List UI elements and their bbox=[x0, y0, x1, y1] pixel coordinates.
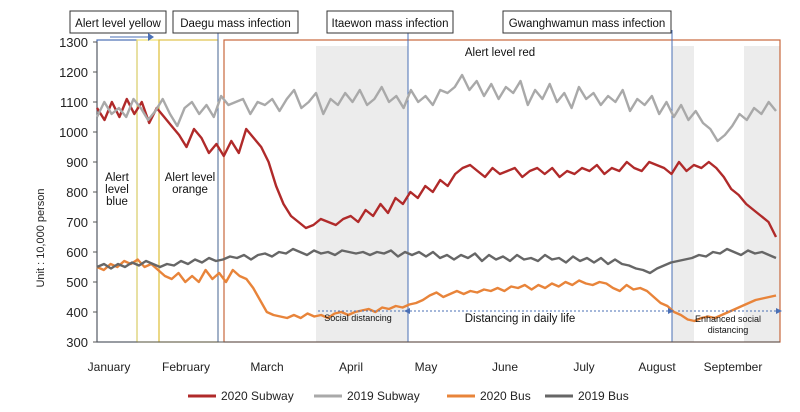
phase-label: blue bbox=[106, 196, 128, 208]
phase-box-yellow bbox=[136, 39, 160, 343]
y-tick-label: 800 bbox=[66, 185, 88, 200]
y-tick-label: 300 bbox=[66, 335, 88, 350]
band-enhanced-1 bbox=[672, 46, 694, 342]
y-tick-label: 900 bbox=[66, 155, 88, 170]
series-line-2019-subway bbox=[95, 73, 777, 143]
legend-label: 2020 Subway bbox=[221, 389, 294, 403]
phase-label: Alert bbox=[105, 172, 129, 184]
x-tick-label: May bbox=[415, 360, 438, 374]
event-box bbox=[69, 10, 167, 34]
event-label: Itaewon mass infection bbox=[332, 18, 449, 30]
y-tick-label: 1000 bbox=[59, 125, 88, 140]
arrow-head bbox=[404, 308, 410, 314]
x-tick-label: April bbox=[339, 360, 363, 374]
series-lines bbox=[95, 73, 778, 323]
y-tick-label: 500 bbox=[66, 275, 88, 290]
series-line-2020-subway bbox=[95, 97, 778, 238]
phase-label: Alert level bbox=[165, 172, 216, 184]
phase-box-red bbox=[223, 39, 781, 343]
y-tick-label: 1100 bbox=[60, 95, 88, 110]
y-axis-label: Unit : 10,000 person bbox=[35, 188, 47, 287]
event-label: Gwanghwamun mass infection bbox=[509, 18, 666, 30]
x-tick-label: February bbox=[162, 360, 210, 374]
x-tick-label: January bbox=[88, 360, 131, 374]
legend-label: 2019 Bus bbox=[578, 389, 629, 403]
y-tick-label: 700 bbox=[66, 215, 88, 230]
y-tick-label: 1300 bbox=[59, 35, 88, 50]
series-line-2019-bus bbox=[96, 247, 777, 275]
arrow-head bbox=[776, 308, 782, 314]
annotations: Alert level yellow Daegu mass infection It… bbox=[69, 10, 782, 335]
band-social-distancing bbox=[316, 46, 408, 342]
event-box bbox=[326, 10, 454, 34]
period-shading bbox=[316, 46, 780, 342]
band-enhanced-2 bbox=[744, 46, 780, 342]
x-tick-label: September bbox=[704, 360, 763, 374]
period-label: Enhanced social bbox=[695, 314, 761, 324]
phase-label: orange bbox=[172, 184, 208, 196]
y-tick-label: 1200 bbox=[59, 65, 88, 80]
phase-label: Alert level red bbox=[465, 47, 535, 59]
period-label: Social distancing bbox=[324, 313, 392, 323]
y-tick-label: 600 bbox=[66, 245, 88, 260]
period-label: Distancing in daily life bbox=[465, 313, 576, 325]
x-tick-label: August bbox=[638, 360, 676, 374]
x-tick-label: March bbox=[250, 360, 283, 374]
series-line-2020-bus bbox=[96, 258, 777, 323]
event-box bbox=[502, 10, 672, 34]
legend: 2020 Subway 2019 Subway 2020 Bus 2019 Bus bbox=[188, 389, 629, 403]
phase-label: level bbox=[105, 184, 129, 196]
x-tick-label: June bbox=[492, 360, 518, 374]
legend-label: 2020 Bus bbox=[480, 389, 531, 403]
period-label: distancing bbox=[708, 325, 749, 335]
x-tick-label: July bbox=[573, 360, 594, 374]
event-label: Alert level yellow bbox=[75, 18, 161, 30]
legend-label: 2019 Subway bbox=[347, 389, 420, 403]
event-box bbox=[172, 10, 299, 34]
event-label: Daegu mass infection bbox=[180, 18, 291, 30]
y-tick-label: 400 bbox=[66, 305, 88, 320]
arrow-head bbox=[148, 33, 154, 41]
axes: 300 400 500 600 700 800 900 1000 1100 1200 1300 Uni… bbox=[35, 35, 780, 374]
arrow-head bbox=[668, 308, 674, 314]
